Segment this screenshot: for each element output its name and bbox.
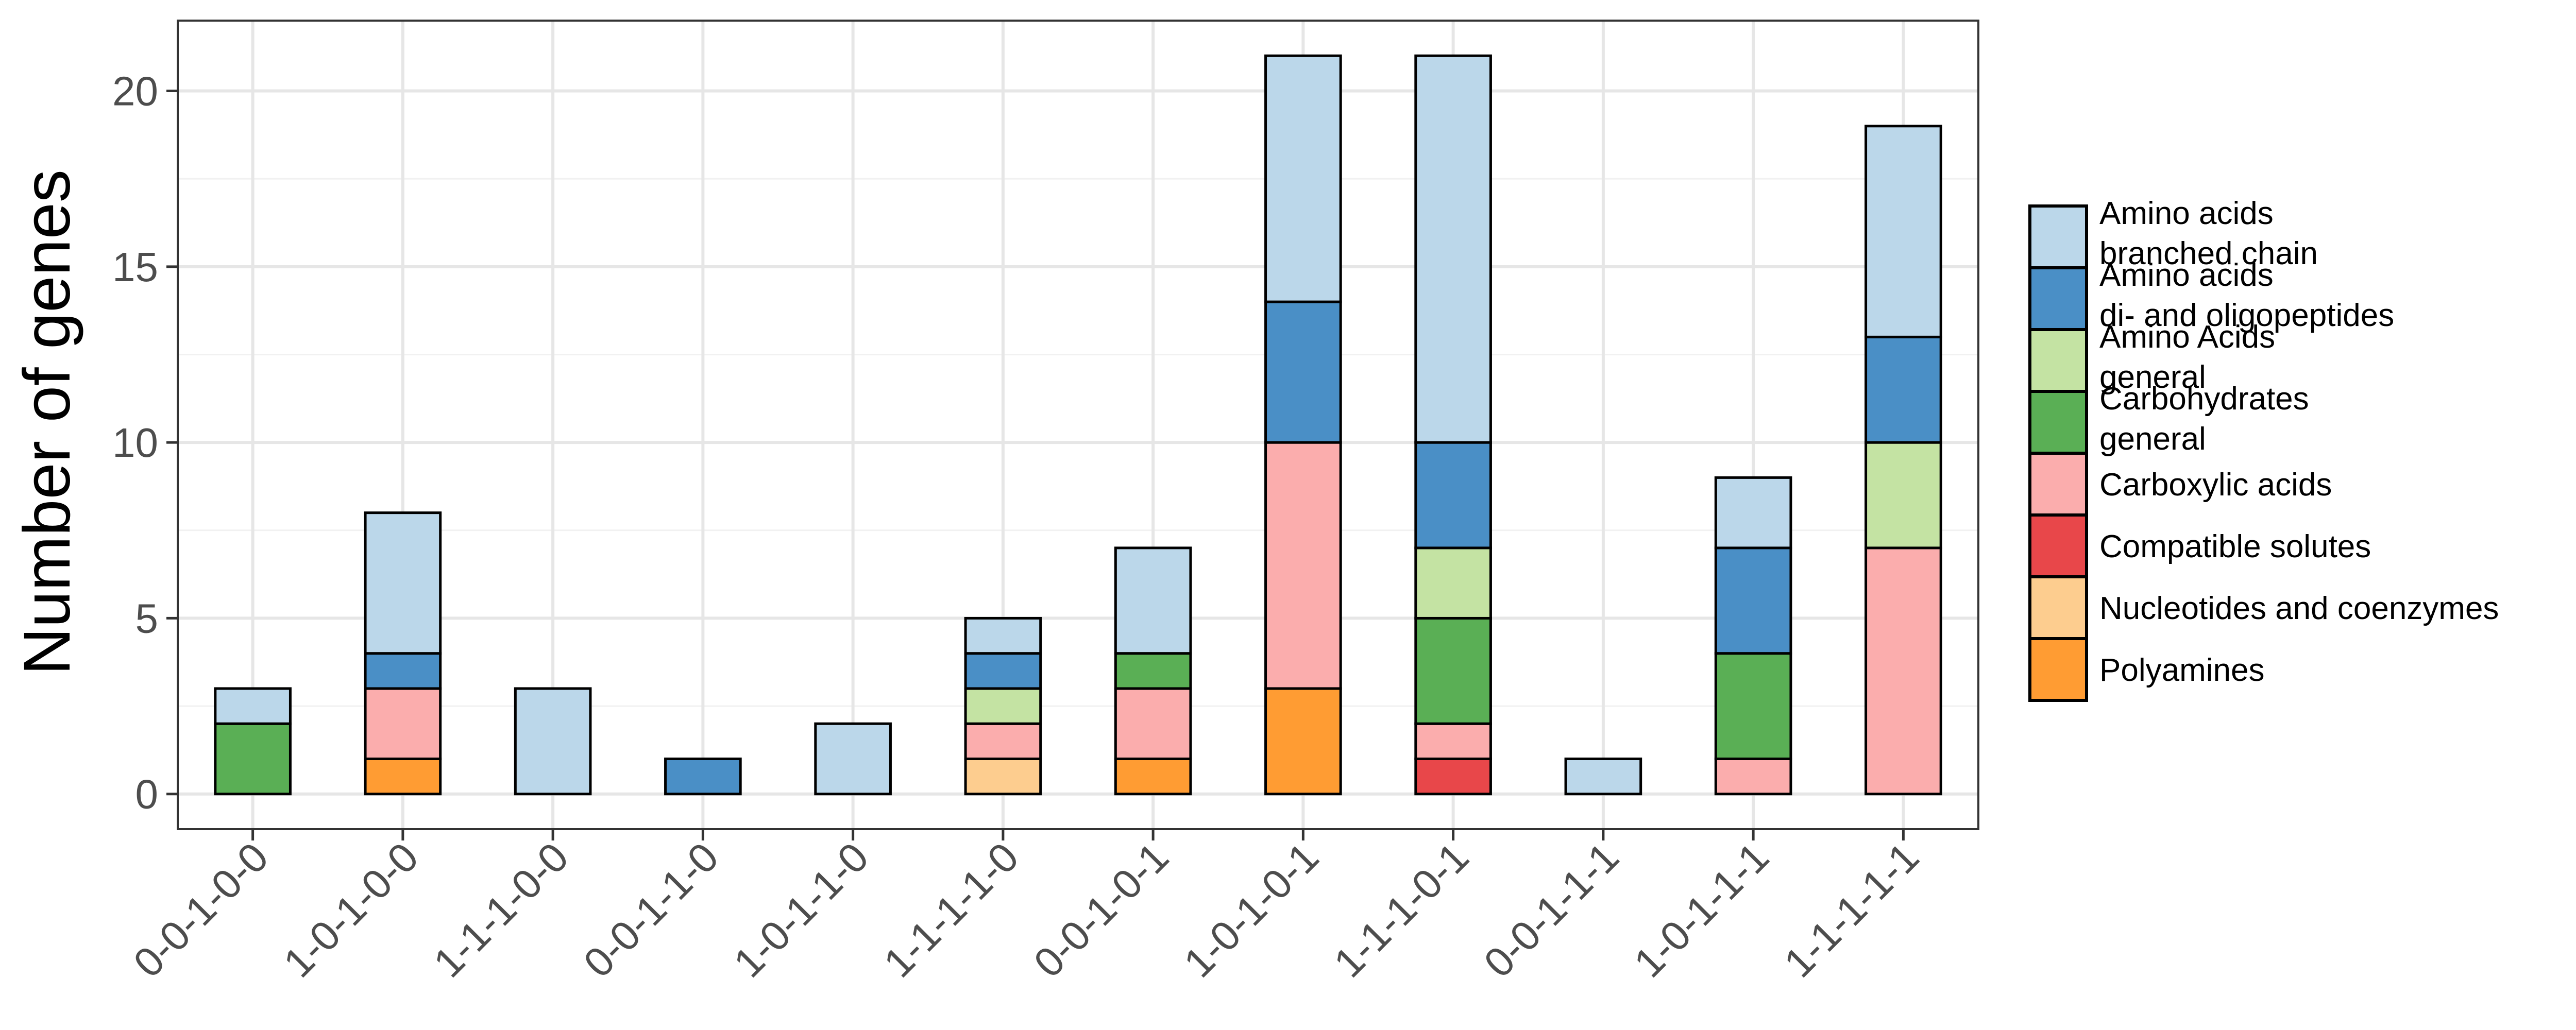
legend-label: Amino acids branched chain (2099, 196, 2318, 271)
bar-segment (664, 757, 742, 796)
bar-segment (1264, 687, 1342, 796)
bar-segment (1114, 687, 1192, 760)
bar-segment (1865, 335, 1942, 444)
bar-segment (1264, 441, 1342, 690)
legend-key (2028, 328, 2088, 393)
bar-segment (214, 722, 292, 796)
y-tick-label: 10 (112, 420, 158, 466)
legend-key (2028, 266, 2088, 331)
bar-segment (1714, 652, 1792, 760)
bar-segment (364, 652, 442, 690)
bar-segment (1414, 616, 1492, 725)
legend-key (2028, 575, 2088, 640)
legend-label: Amino acids di- and oligopeptides (2099, 258, 2394, 333)
legend-key (2028, 637, 2088, 702)
bar-segment (364, 687, 442, 760)
panel-background (178, 21, 1978, 829)
legend-label: Amino Acids general (2099, 319, 2275, 395)
bar-segment (964, 757, 1042, 796)
bar-segment (1114, 652, 1192, 690)
y-tick-label: 0 (135, 771, 159, 817)
legend-label: Carboxylic acids (2099, 467, 2332, 503)
bar-segment (1564, 757, 1642, 796)
y-tick-label: 15 (112, 244, 158, 290)
bar-segment (1114, 757, 1192, 796)
bar-segment (1114, 546, 1192, 655)
bar-segment (1865, 125, 1942, 338)
legend-label: Nucleotides and coenzymes (2099, 591, 2499, 626)
y-tick-label: 5 (135, 595, 159, 641)
bar-segment (964, 616, 1042, 655)
y-tick-label: 20 (112, 68, 158, 114)
bar-segment (1865, 441, 1942, 550)
legend-key (2028, 390, 2088, 455)
legend-label: Polyamines (2099, 653, 2264, 688)
legend-label: Carbohydrates general (2099, 381, 2309, 457)
bar-segment (364, 757, 442, 796)
bar-segment (1264, 54, 1342, 303)
panel-border (177, 20, 1979, 830)
bar-segment (814, 722, 892, 796)
bar-segment (964, 687, 1042, 725)
bar-segment (964, 722, 1042, 760)
bar-segment (1414, 722, 1492, 760)
legend-label: Compatible solutes (2099, 529, 2371, 564)
bar-segment (1264, 300, 1342, 444)
bar-segment (364, 511, 442, 655)
bar-segment (214, 687, 292, 725)
bar-segment (1865, 546, 1942, 796)
bar-segment (1414, 546, 1492, 620)
legend-key (2028, 204, 2088, 269)
bar-segment (1414, 54, 1492, 444)
bar-segment (964, 652, 1042, 690)
bar-segment (1414, 757, 1492, 796)
bar-segment (1714, 546, 1792, 655)
bar-segment (1714, 757, 1792, 796)
y-axis-title: Number of genes (10, 169, 84, 675)
legend-key (2028, 452, 2088, 517)
bar-segment (1714, 476, 1792, 550)
bar-segment (1414, 441, 1492, 550)
bar-segment (514, 687, 592, 796)
legend-key (2028, 513, 2088, 578)
